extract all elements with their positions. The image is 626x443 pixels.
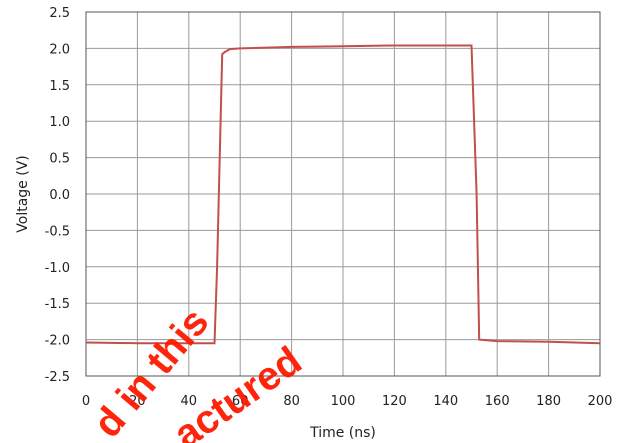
y-tick-label: -1.5 xyxy=(45,297,70,312)
x-tick-label: 160 xyxy=(485,394,510,409)
y-tick-label: -2.5 xyxy=(45,370,70,385)
voltage-series-line xyxy=(85,44,601,345)
y-axis-ticks: 2.5 2.0 1.5 1.0 0.5 0.0 -0.5 -1.0 -1.5 -2.0 -2.5 xyxy=(45,6,70,385)
y-tick-label: 1.5 xyxy=(49,79,70,94)
x-tick-label: 80 xyxy=(283,394,300,409)
y-tick-label: 1.0 xyxy=(49,115,70,130)
y-tick-label: -2.0 xyxy=(45,334,70,349)
x-tick-label: 40 xyxy=(181,394,198,409)
watermark: d in this actured xyxy=(85,300,309,443)
y-tick-label: 0.0 xyxy=(49,188,70,203)
x-tick-label: 0 xyxy=(82,394,90,409)
y-tick-label: 2.0 xyxy=(49,42,70,57)
grid-lines xyxy=(85,11,601,377)
x-axis-ticks: 0 20 40 60 80 100 120 140 160 180 200 xyxy=(82,394,613,409)
y-tick-label: 0.5 xyxy=(49,152,70,167)
x-tick-label: 120 xyxy=(382,394,407,409)
x-tick-label: 140 xyxy=(433,394,458,409)
x-tick-label: 100 xyxy=(331,394,356,409)
x-tick-label: 180 xyxy=(536,394,561,409)
y-tick-label: -1.0 xyxy=(45,261,70,276)
x-tick-label: 20 xyxy=(129,394,146,409)
y-axis-label: Voltage (V) xyxy=(15,155,31,232)
plot-area xyxy=(85,11,601,377)
x-tick-label: 200 xyxy=(588,394,613,409)
x-tick-label: 60 xyxy=(232,394,249,409)
x-axis-label: Time (ns) xyxy=(309,425,376,441)
y-tick-label: 2.5 xyxy=(49,6,70,21)
y-tick-label: -0.5 xyxy=(45,224,70,239)
